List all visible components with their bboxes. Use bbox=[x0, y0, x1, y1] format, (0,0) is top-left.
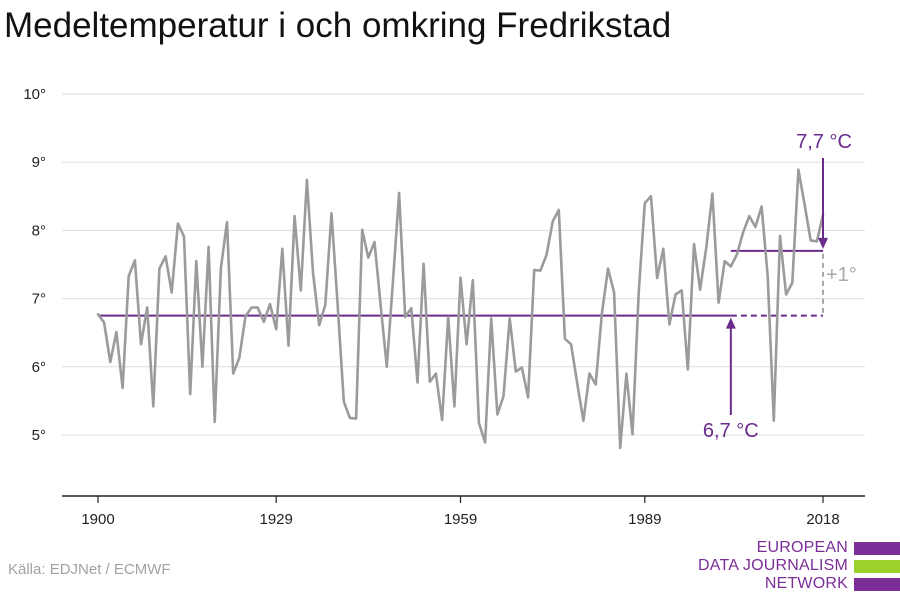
y-tick-label: 6° bbox=[32, 359, 46, 376]
logo-bar-2 bbox=[854, 560, 900, 573]
x-tick-label: 1959 bbox=[444, 511, 477, 528]
source-credit: Källa: EDJNet / ECMWF bbox=[8, 561, 171, 578]
annotation-difference: +1° bbox=[826, 264, 857, 286]
annotation-recent-mean: 7,7 °C bbox=[796, 131, 852, 153]
x-tick-label: 2018 bbox=[806, 511, 839, 528]
y-tick-label: 5° bbox=[32, 427, 46, 444]
logo-line-2: DATA JOURNALISM bbox=[698, 557, 848, 574]
x-axis bbox=[62, 495, 865, 503]
arrow-recent-head bbox=[818, 237, 828, 249]
logo-bar-1 bbox=[854, 542, 900, 555]
arrow-baseline-head bbox=[725, 317, 736, 329]
annotations: 7,7 °C 6,7 °C +1° bbox=[703, 131, 857, 442]
axis-ticks: 5° 6° 7° 8° 9° 10° 1900 1929 1959 1989 2018 bbox=[23, 86, 839, 528]
x-tick-label: 1900 bbox=[81, 511, 114, 528]
edjnet-logo: EUROPEAN DATA JOURNALISM NETWORK bbox=[698, 539, 900, 595]
logo-line-3: NETWORK bbox=[764, 575, 848, 592]
logo-bar-3 bbox=[854, 578, 900, 591]
temperature-series-line bbox=[96, 168, 825, 450]
x-tick-label: 1989 bbox=[628, 511, 661, 528]
y-tick-label: 8° bbox=[32, 222, 46, 239]
y-tick-label: 9° bbox=[32, 154, 46, 171]
y-tick-label: 7° bbox=[32, 291, 46, 308]
x-tick-label: 1929 bbox=[259, 511, 292, 528]
annotation-baseline-mean: 6,7 °C bbox=[703, 420, 759, 442]
logo-line-1: EUROPEAN bbox=[756, 539, 848, 556]
gridlines bbox=[62, 93, 865, 436]
series-layer bbox=[96, 168, 825, 450]
chart-title: Medeltemperatur i och omkring Fredriksta… bbox=[4, 6, 672, 45]
y-tick-label: 10° bbox=[23, 86, 46, 103]
reference-lines bbox=[98, 249, 824, 317]
